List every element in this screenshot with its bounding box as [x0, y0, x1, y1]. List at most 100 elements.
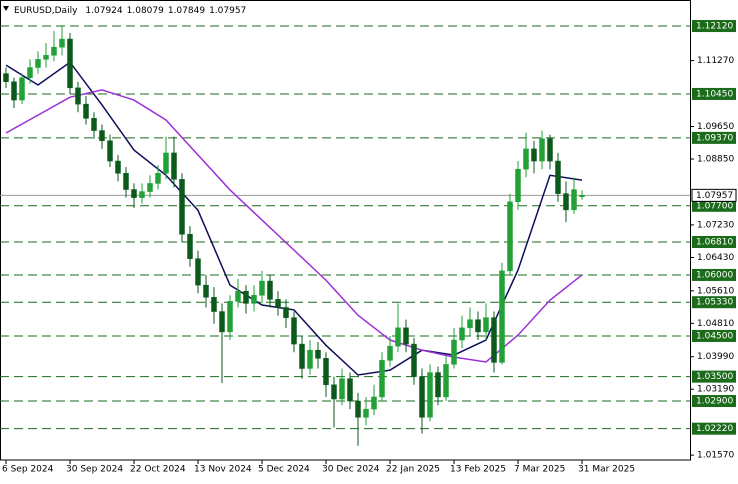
- level-box: [692, 329, 736, 342]
- candle-body: [131, 189, 137, 198]
- candle-body: [563, 193, 569, 211]
- candle-body: [539, 138, 545, 162]
- candle-body: [363, 408, 369, 418]
- level-box: [692, 20, 736, 33]
- level-box: [692, 199, 736, 212]
- candle-body: [491, 317, 497, 363]
- y-tick-label: 1.11270: [697, 56, 734, 66]
- candle-body: [27, 67, 33, 78]
- header-open: 1.07924: [85, 6, 122, 16]
- x-tick-label: 13 Nov 2024: [194, 465, 252, 475]
- candle-body: [275, 299, 281, 308]
- candle-body: [515, 168, 521, 202]
- level-label: 1.05330: [696, 298, 733, 308]
- candle-body: [347, 378, 353, 402]
- level-box: [692, 131, 736, 144]
- candle-body: [67, 38, 73, 89]
- candle-body: [579, 195, 585, 197]
- candle-body: [187, 234, 193, 259]
- candle-body: [91, 118, 97, 131]
- level-label: 1.06810: [696, 237, 733, 247]
- y-tick-label: 1.09650: [697, 122, 734, 132]
- level-box: [692, 268, 736, 281]
- candles: [3, 25, 585, 446]
- candle-body: [475, 319, 481, 333]
- candle-body: [107, 140, 113, 162]
- moving-average: [5, 89, 583, 363]
- candle-body: [427, 372, 433, 418]
- x-tick-label: 13 Feb 2025: [450, 465, 506, 475]
- header-low: 1.07849: [168, 6, 205, 16]
- candle-body: [371, 396, 377, 410]
- y-tick-label: 1.01570: [697, 451, 734, 461]
- level-box: [692, 370, 736, 383]
- candle-body: [35, 59, 41, 68]
- x-tick-label: 5 Dec 2024: [258, 465, 310, 475]
- y-tick-label: 1.03990: [697, 352, 734, 362]
- candle-body: [299, 343, 305, 369]
- x-tick-label: 30 Dec 2024: [322, 465, 380, 475]
- last-price-box: [691, 188, 737, 202]
- x-tick-label: 6 Sep 2024: [2, 465, 54, 475]
- y-tick-label: 1.04810: [697, 319, 734, 329]
- candle-body: [451, 339, 457, 365]
- level-box: [692, 296, 736, 309]
- header-arrow: [3, 6, 9, 11]
- last-price-label: 1.07957: [696, 191, 733, 201]
- x-tick-label: 31 Mar 2025: [578, 465, 635, 475]
- candle-body: [211, 297, 217, 312]
- candle-body: [547, 138, 553, 162]
- candle-body: [483, 317, 489, 333]
- y-tick-label: 1.07230: [697, 220, 734, 230]
- level-label: 1.03500: [696, 372, 733, 382]
- candle-body: [531, 148, 537, 162]
- candle-body: [259, 280, 265, 296]
- candle-body: [403, 327, 409, 345]
- candle-body: [11, 81, 17, 101]
- candle-body: [499, 270, 505, 363]
- y-tick-label: 1.08850: [697, 155, 734, 165]
- level-box: [692, 422, 736, 435]
- level-label: 1.07700: [696, 201, 733, 211]
- candle-body: [99, 130, 105, 141]
- x-tick-label: 7 Mar 2025: [514, 465, 565, 475]
- level-box: [692, 87, 736, 100]
- x-tick-label: 22 Oct 2024: [130, 465, 186, 475]
- candle-body: [331, 384, 337, 400]
- candle-body: [115, 160, 121, 174]
- candle-body: [3, 73, 9, 83]
- level-box: [692, 235, 736, 248]
- level-label: 1.02900: [696, 397, 733, 407]
- candle-body: [163, 152, 169, 174]
- candle-body: [243, 290, 249, 304]
- header: EURUSD,Daily 1.07924 1.08079 1.07849 1.07957: [14, 6, 246, 16]
- candle-body: [339, 378, 345, 400]
- level-label: 1.04500: [696, 331, 733, 341]
- level-label: 1.10450: [696, 89, 733, 99]
- candle-body: [195, 258, 201, 286]
- candle-body: [307, 349, 313, 369]
- candle-body: [435, 372, 441, 398]
- candle-body: [355, 400, 361, 418]
- candle-body: [83, 103, 89, 119]
- candle-body: [507, 201, 513, 272]
- candle-body: [379, 360, 385, 398]
- level-label: 1.12120: [696, 22, 733, 32]
- candle-body: [443, 364, 449, 398]
- x-tick-label: 22 Jan 2025: [386, 465, 440, 475]
- x-tick-label: 30 Sep 2024: [66, 465, 123, 475]
- candle-body: [219, 311, 225, 333]
- candle-body: [459, 327, 465, 341]
- candle-body: [395, 327, 401, 347]
- candle-body: [147, 183, 153, 192]
- candle-body: [51, 46, 57, 56]
- candle-body: [123, 173, 129, 190]
- candle-body: [467, 319, 473, 329]
- symbol: EURUSD,Daily: [14, 6, 78, 16]
- level-label: 1.09370: [696, 133, 733, 143]
- candle-body: [571, 189, 577, 211]
- y-tick-label: 1.06430: [697, 253, 734, 263]
- y-tick-label: 1.05610: [697, 286, 734, 296]
